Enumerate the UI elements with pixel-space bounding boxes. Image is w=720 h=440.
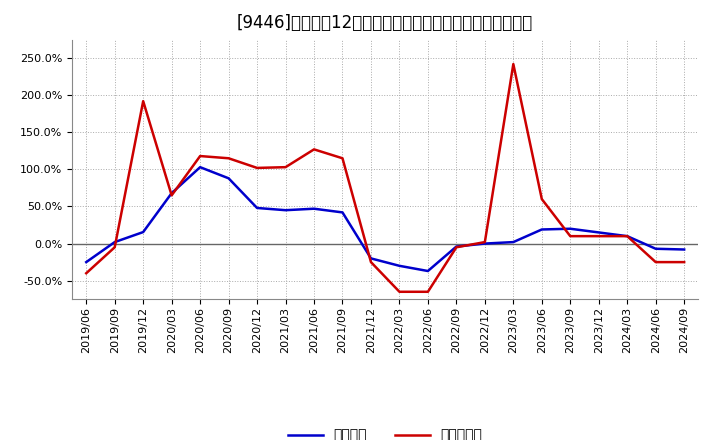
- 当期純利益: [452, 245, 461, 250]
- 当期純利益: [225, 156, 233, 161]
- 当期純利益: [566, 234, 575, 239]
- 当期純利益: [423, 289, 432, 294]
- 経常利益: [509, 239, 518, 245]
- 当期純利益: [537, 196, 546, 202]
- 当期純利益: [366, 260, 375, 265]
- 当期純利益: [652, 260, 660, 265]
- 経常利益: [623, 234, 631, 239]
- 経常利益: [652, 246, 660, 251]
- 当期純利益: [253, 165, 261, 171]
- 経常利益: [595, 230, 603, 235]
- 経常利益: [82, 260, 91, 265]
- Title: [9446]　利益の12か月移動合計の対前年同期増減率の推移: [9446] 利益の12か月移動合計の対前年同期増減率の推移: [237, 15, 534, 33]
- 経常利益: [196, 165, 204, 170]
- 経常利益: [395, 263, 404, 268]
- 経常利益: [225, 176, 233, 181]
- Line: 経常利益: 経常利益: [86, 167, 684, 271]
- 当期純利益: [196, 154, 204, 159]
- 経常利益: [310, 206, 318, 211]
- 経常利益: [139, 229, 148, 235]
- 当期純利益: [310, 147, 318, 152]
- 経常利益: [110, 239, 119, 245]
- Legend: 経常利益, 当期純利益: 経常利益, 当期純利益: [282, 423, 488, 440]
- 経常利益: [537, 227, 546, 232]
- 当期純利益: [82, 271, 91, 276]
- Line: 当期純利益: 当期純利益: [86, 64, 684, 292]
- 当期純利益: [595, 234, 603, 239]
- 当期純利益: [680, 260, 688, 265]
- 当期純利益: [623, 234, 631, 239]
- 当期純利益: [139, 99, 148, 104]
- 経常利益: [338, 210, 347, 215]
- 当期純利益: [110, 245, 119, 250]
- 経常利益: [423, 268, 432, 274]
- 経常利益: [253, 205, 261, 211]
- 当期純利益: [480, 239, 489, 245]
- 経常利益: [167, 191, 176, 196]
- 経常利益: [282, 208, 290, 213]
- 経常利益: [366, 256, 375, 261]
- 経常利益: [452, 244, 461, 249]
- 経常利益: [680, 247, 688, 252]
- 当期純利益: [509, 62, 518, 67]
- 当期純利益: [395, 289, 404, 294]
- 当期純利益: [167, 193, 176, 198]
- 当期純利益: [282, 165, 290, 170]
- 当期純利益: [338, 156, 347, 161]
- 経常利益: [480, 241, 489, 246]
- 経常利益: [566, 226, 575, 231]
